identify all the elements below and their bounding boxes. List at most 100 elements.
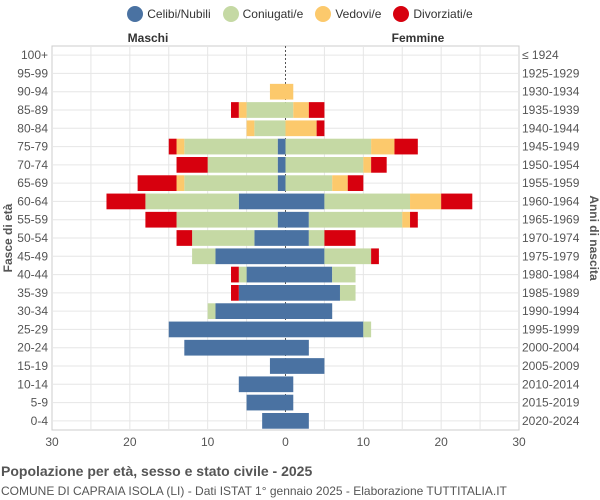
bar-female	[371, 156, 387, 173]
x-tick-label: 0	[282, 435, 289, 449]
birth-year-label: 1945-1949	[522, 140, 580, 154]
age-group-label: 0-4	[31, 414, 49, 428]
bar-male	[238, 193, 286, 210]
bar-male	[192, 248, 216, 265]
bar-male	[269, 358, 286, 374]
bar-male	[246, 102, 286, 118]
bar-male	[176, 138, 185, 155]
bar-female	[285, 230, 309, 246]
bar-female	[308, 211, 403, 228]
birth-year-label: 1985-1989	[522, 286, 580, 300]
legend-item-vedovi[interactable]: Vedovi/e	[315, 6, 381, 22]
bar-male	[176, 175, 185, 192]
age-group-label: 65-69	[17, 176, 48, 190]
bar-male	[254, 120, 286, 137]
birth-year-label: 2000-2004	[522, 341, 580, 355]
bar-male	[207, 303, 216, 320]
bar-female	[410, 211, 418, 228]
bar-female	[285, 339, 309, 356]
bar-female	[402, 211, 411, 228]
bar-female	[308, 230, 325, 246]
x-tick-label: 10	[357, 435, 371, 449]
age-group-label: 80-84	[17, 121, 48, 135]
age-group-label: 75-79	[17, 140, 48, 154]
age-group-label: 25-29	[17, 322, 48, 336]
age-group-label: 90-94	[17, 85, 48, 99]
bar-female	[324, 230, 356, 246]
chart-subtitle: COMUNE DI CAPRAIA ISOLA (LI) - Dati ISTA…	[1, 484, 507, 498]
females-label: Femmine	[392, 31, 445, 45]
bar-female	[285, 394, 294, 411]
bar-male	[262, 412, 286, 429]
bar-male	[145, 193, 239, 210]
legend-item-divorziati[interactable]: Divorziati/e	[393, 6, 473, 22]
bar-female	[324, 193, 411, 210]
bar-female	[285, 412, 309, 429]
bar-male	[238, 284, 286, 301]
x-tick-label: 10	[201, 435, 215, 449]
birth-year-label: 1980-1984	[522, 268, 580, 282]
bar-female	[285, 102, 294, 118]
bar-male	[192, 230, 255, 246]
bar-female	[285, 175, 333, 192]
chart-title: Popolazione per età, sesso e stato civil…	[1, 463, 313, 479]
legend-item-celibi[interactable]: Celibi/Nubili	[127, 6, 211, 22]
legend-label-coniugati: Coniugati/e	[242, 7, 304, 21]
legend-swatch-vedovi	[315, 6, 332, 22]
bar-female	[285, 120, 317, 137]
bar-male	[277, 138, 286, 155]
bar-female	[332, 175, 348, 192]
x-tick-label: 30	[45, 435, 59, 449]
age-group-label: 30-34	[17, 304, 48, 318]
legend-swatch-divorziati	[393, 6, 410, 22]
birth-year-label: 2020-2024	[522, 414, 580, 428]
bar-male	[231, 284, 239, 301]
birth-year-label: ≤ 1924	[522, 48, 559, 62]
bar-female	[285, 156, 364, 173]
legend-item-coniugati[interactable]: Coniugati/e	[222, 6, 304, 22]
population-pyramid-chart: 30 20 10 0 10 20 30 100+ ≤ 1924 95-99 1925-1929 90-…	[1, 31, 600, 449]
bar-female	[332, 266, 356, 283]
age-group-label: 50-54	[17, 231, 48, 245]
age-group-label: 45-49	[17, 249, 48, 263]
bar-female	[285, 138, 372, 155]
bar-female	[394, 138, 418, 155]
bar-male	[168, 321, 286, 338]
bar-female	[285, 193, 325, 210]
bar-female	[441, 193, 473, 210]
bar-female	[339, 284, 356, 301]
bar-female	[285, 303, 333, 320]
birth-year-label: 1965-1969	[522, 213, 580, 227]
age-group-label: 85-89	[17, 103, 48, 117]
legend-swatch-coniugati	[222, 6, 239, 22]
bar-male	[176, 211, 278, 228]
birth-year-label: 1990-1994	[522, 304, 580, 318]
bar-female	[363, 321, 372, 338]
bar-female	[324, 248, 372, 265]
bar-male	[184, 339, 286, 356]
males-label: Maschi	[128, 31, 169, 45]
bar-male	[238, 102, 247, 118]
x-tick-label: 20	[434, 435, 448, 449]
bar-male	[269, 83, 286, 100]
bars	[106, 83, 473, 429]
birth-year-label: 1930-1934	[522, 85, 580, 99]
bar-female	[285, 83, 294, 100]
grid	[51, 45, 520, 431]
bar-male	[277, 156, 286, 173]
birth-year-label: 2015-2019	[522, 396, 580, 410]
age-group-label: 100+	[21, 48, 48, 62]
bar-female	[347, 175, 364, 192]
age-group-label: 40-44	[17, 268, 48, 282]
age-group-label: 70-74	[17, 158, 48, 172]
bar-male	[137, 175, 177, 192]
bar-male	[215, 303, 286, 320]
bar-male	[246, 394, 286, 411]
bar-male	[176, 230, 193, 246]
legend: Celibi/Nubili Coniugati/e Vedovi/e Divor…	[0, 6, 600, 22]
labels: 30 20 10 0 10 20 30 100+ ≤ 1924 95-99 1925-1929 90-…	[1, 31, 600, 449]
x-tick-label: 20	[123, 435, 137, 449]
bar-male	[238, 266, 247, 283]
bar-female	[285, 358, 325, 374]
bar-male	[215, 248, 286, 265]
